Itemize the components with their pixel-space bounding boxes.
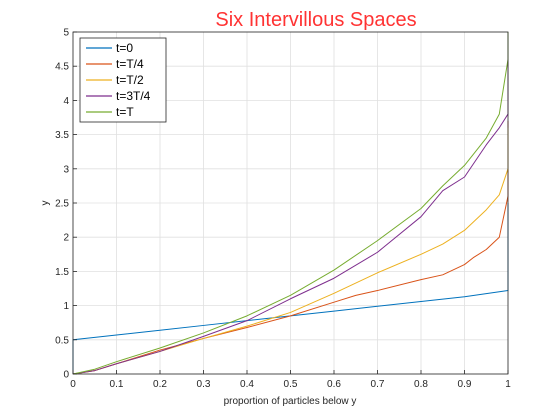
x-tick-label: 0.5 [284,379,298,390]
y-tick-label: 0 [63,370,69,381]
series-line-1 [72,120,509,375]
legend-entry-label: t=T/2 [116,73,144,87]
y-tick-label: 1 [63,301,69,312]
x-tick-label: 0.1 [110,379,124,390]
y-tick-label: 1.5 [55,267,69,278]
x-tick-label: 1 [505,379,511,390]
y-tick-label: 0.5 [55,335,69,346]
y-tick-label: 4 [63,96,69,107]
y-tick-label: 5 [63,28,69,39]
legend-entry-label: t=T [116,105,134,119]
legend-entry-label: t=3T/4 [116,89,151,103]
x-tick-label: 0.9 [458,379,472,390]
legend-entry-label: t=0 [116,41,133,55]
y-tick-label: 2.5 [55,199,69,210]
series-line-4 [72,32,509,375]
y-tick-label: 2 [63,233,69,244]
x-tick-label: 0.3 [197,379,211,390]
legend: t=0 t=T/4 t=T/2 t=3T/4 t=T [79,37,167,123]
series-line-3 [72,59,509,375]
x-tick-label: 0 [70,379,76,390]
series-lines [72,32,509,375]
axis-ticks: 0 0.1 0.2 0.3 0.4 0.5 0.6 0.7 0.8 0.9 1 0 0.5 1 1.5 2 2.… [55,28,511,391]
y-axis-label: y [40,201,51,206]
x-tick-label: 0.8 [414,379,428,390]
x-tick-label: 0.6 [327,379,341,390]
chart-title: Six Intervillous Spaces [215,9,416,31]
y-tick-label: 3 [63,164,69,175]
x-tick-label: 0.7 [371,379,385,390]
x-axis-label: proportion of particles below y [224,396,357,407]
legend-entry-label: t=T/4 [116,57,144,71]
y-tick-label: 3.5 [55,130,69,141]
y-tick-label: 4.5 [55,62,69,73]
x-tick-label: 0.4 [240,379,254,390]
x-tick-label: 0.2 [153,379,167,390]
